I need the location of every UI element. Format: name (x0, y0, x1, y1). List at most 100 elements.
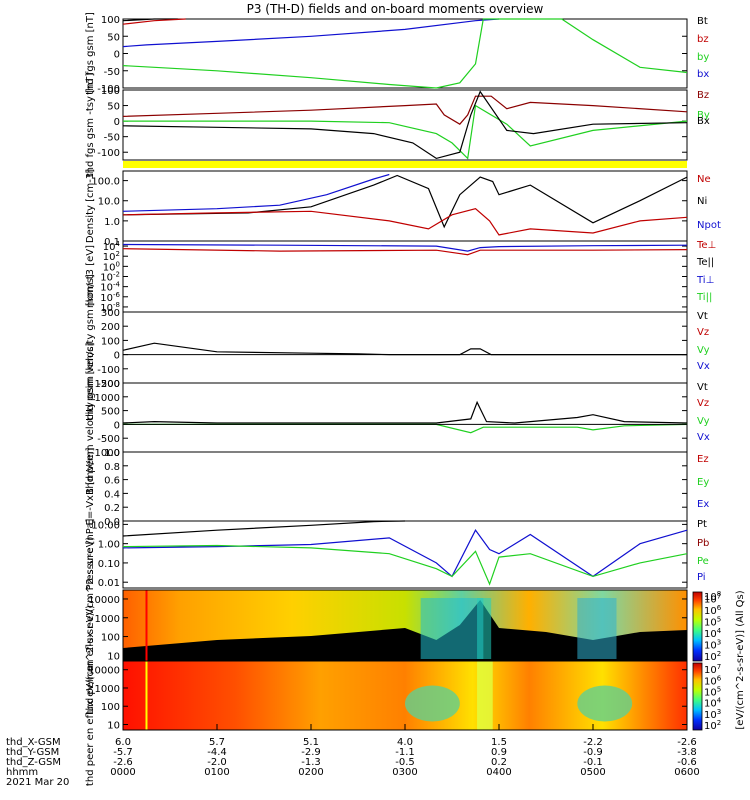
legend-entry: Bx (697, 116, 710, 127)
y-tick-label: 0.10 (98, 559, 120, 570)
y-tick-label: -500 (97, 434, 120, 445)
panel-9: 10000 1000 100 10 thd peir en eflux eV/(cm^2… (85, 537, 688, 715)
legend-entry: Vx (697, 361, 710, 372)
date-label: 2021 Mar 20 (6, 777, 69, 788)
time-axis-value: 0600 (674, 767, 699, 778)
y-tick-label: -50 (104, 67, 120, 78)
time-axis-value: 5.7 (209, 737, 225, 748)
series-vt (122, 400, 688, 424)
series-bz (122, 95, 688, 125)
time-axis-value: 0.2 (491, 757, 507, 768)
y-tick-label: -100 (97, 84, 120, 95)
flux-feature (577, 685, 633, 722)
legend-entry: Ey (697, 477, 709, 488)
y-tick-label: 0.4 (104, 489, 120, 500)
time-axis-value: 0200 (298, 767, 323, 778)
legend-entry: Bt (697, 16, 708, 27)
legend-entry: Te⊥ (696, 240, 716, 251)
data-quality-bar (123, 161, 687, 168)
panel-10: 10000 1000 100 10 thd peer en eflux eV/(cm^2… (85, 605, 688, 786)
y-axis-label: thd peir en eflux eV/(cm^2-s-sr-eV) (85, 537, 96, 715)
time-axis-row-label: thd_Z-GSM (6, 757, 61, 768)
time-axis-value: -2.2 (583, 737, 603, 748)
y-tick-label: 100 (101, 15, 120, 26)
panel-frame (122, 451, 688, 522)
colorbar-tick-label: 102 (704, 719, 721, 732)
legend-entry: Npot (697, 220, 721, 231)
y-tick-label: 0.8 (104, 462, 120, 473)
series-by (122, 18, 688, 89)
y-tick-label: 100 (101, 86, 120, 97)
legend-entry: Vy (697, 416, 710, 427)
y-axis-label: thd peer en eflux eV/(cm^2-s-sr-eV) (85, 605, 96, 786)
series-pe (122, 544, 688, 586)
legend-entry: by (697, 52, 709, 63)
time-axis-row-label: thd_Y-GSM (6, 747, 59, 758)
y-tick-label: 1000 (95, 684, 120, 695)
y-tick-label: 100 (101, 633, 120, 644)
colorbar-scale (692, 662, 703, 731)
series-pt (122, 520, 406, 537)
y-tick-label: 10000 (88, 666, 120, 677)
y-tick-label: 1.00 (98, 540, 120, 551)
series-ne (122, 208, 688, 236)
time-axis-value: -2.6 (677, 737, 697, 748)
series-bx (122, 18, 500, 48)
y-tick-label: 0.6 (104, 476, 120, 487)
panel-frame (122, 240, 688, 313)
time-axis-value: -0.1 (583, 757, 603, 768)
time-axis-value: 5.1 (303, 737, 319, 748)
time-axis-value: -3.8 (677, 747, 697, 758)
series-vy (123, 423, 688, 434)
y-tick-label: -100 (97, 148, 120, 159)
y-tick-label: 0 (114, 351, 120, 362)
time-axis-value: 4.0 (397, 737, 413, 748)
y-axis-label: thd fgs gsm -tsy [nT] (85, 73, 96, 178)
y-tick-label: -200 (97, 379, 120, 390)
legend-entry: Ne (697, 174, 711, 185)
legend-entry: Ti⊥ (696, 275, 714, 286)
time-axis-value: -0.9 (583, 747, 603, 758)
y-tick-label: 100 (101, 702, 120, 713)
legend-entry: Vx (697, 432, 710, 443)
y-tick-label: 10 (107, 651, 120, 662)
panel-frame (122, 89, 688, 161)
figure-title: P3 (TH-D) fields and on-board moments ov… (247, 2, 544, 16)
y-tick-label: 200 (101, 322, 120, 333)
colorbar: 107106105104103102107106105104103102108[… (692, 590, 746, 732)
y-tick-label: 100 (101, 336, 120, 347)
colorbar-tick-label: 108 (704, 590, 721, 603)
time-axis-value: 0400 (486, 767, 511, 778)
series-te- (122, 248, 688, 256)
y-tick-label: 1.0 (104, 217, 120, 228)
time-axis-value: 6.0 (115, 737, 131, 748)
y-tick-label: 50 (107, 32, 120, 43)
legend-entry: Ti|| (696, 292, 712, 303)
legend-entry: Vz (697, 327, 709, 338)
time-axis-value: -4.4 (207, 747, 227, 758)
y-tick-label: 0.0 (104, 517, 120, 528)
panel-frame (122, 311, 688, 384)
y-axis-label: thd fgs gsm [nT] (85, 12, 96, 95)
legend-entry: Vz (697, 398, 709, 409)
time-axis-value: -5.7 (113, 747, 133, 758)
y-tick-label: 0.1 (104, 237, 120, 248)
y-tick-label: 1.0 (104, 448, 120, 459)
legend-entry: Ez (697, 454, 709, 465)
time-axis-value: 0500 (580, 767, 605, 778)
time-axis-row-label: thd_X-GSM (6, 737, 61, 748)
series-vt (122, 342, 687, 356)
flux-burst (420, 598, 484, 659)
panel-frame (122, 382, 688, 453)
colorbar-scale (692, 591, 703, 662)
legend-entry: Pi (697, 572, 706, 583)
series-ni (122, 174, 688, 229)
y-tick-label: 0.2 (104, 503, 120, 514)
y-axis-label: E=-VxB [mV/m] (85, 447, 96, 525)
legend-entry: bz (697, 34, 709, 45)
